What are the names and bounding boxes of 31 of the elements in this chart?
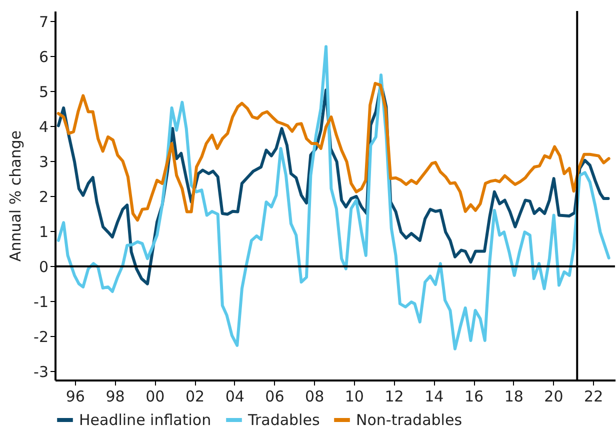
x-tick-label: 14 bbox=[424, 388, 444, 406]
x-tick-label: 00 bbox=[146, 388, 165, 406]
y-tick-label: 0 bbox=[38, 258, 48, 276]
x-tick-label: 08 bbox=[305, 388, 324, 406]
x-tick-label: 22 bbox=[584, 388, 604, 406]
y-tick-label: 5 bbox=[38, 82, 48, 101]
line-series bbox=[56, 82, 610, 222]
x-tick-label: 98 bbox=[106, 388, 125, 406]
y-tick-label: 2 bbox=[38, 188, 48, 206]
x-tick-label: 20 bbox=[544, 388, 564, 406]
y-tick-label: 4 bbox=[38, 118, 48, 136]
legend-label: Tradables bbox=[247, 411, 320, 429]
x-tick-label: 12 bbox=[384, 388, 404, 406]
x-tick-label: 96 bbox=[66, 388, 85, 406]
line-series bbox=[56, 45, 610, 350]
y-tick-label: 3 bbox=[38, 152, 48, 171]
legend-label: Headline inflation bbox=[79, 411, 212, 429]
x-tick-label: 06 bbox=[265, 388, 284, 406]
x-tick-label: 02 bbox=[185, 388, 205, 406]
y-tick-label: 1 bbox=[38, 222, 48, 241]
y-tick-label: 6 bbox=[38, 48, 48, 66]
y-tick-label: -1 bbox=[34, 292, 48, 311]
y-tick-label: -3 bbox=[34, 362, 48, 381]
y-tick-label: -2 bbox=[34, 328, 48, 346]
x-tick-label: 04 bbox=[225, 388, 244, 406]
y-axis-title: Annual % change bbox=[6, 130, 25, 262]
x-tick-label: 10 bbox=[344, 388, 364, 406]
x-tick-label: 16 bbox=[464, 388, 484, 406]
x-tick-label: 18 bbox=[504, 388, 524, 406]
y-tick-label: 7 bbox=[38, 12, 48, 31]
legend-label: Non-tradables bbox=[356, 411, 462, 429]
